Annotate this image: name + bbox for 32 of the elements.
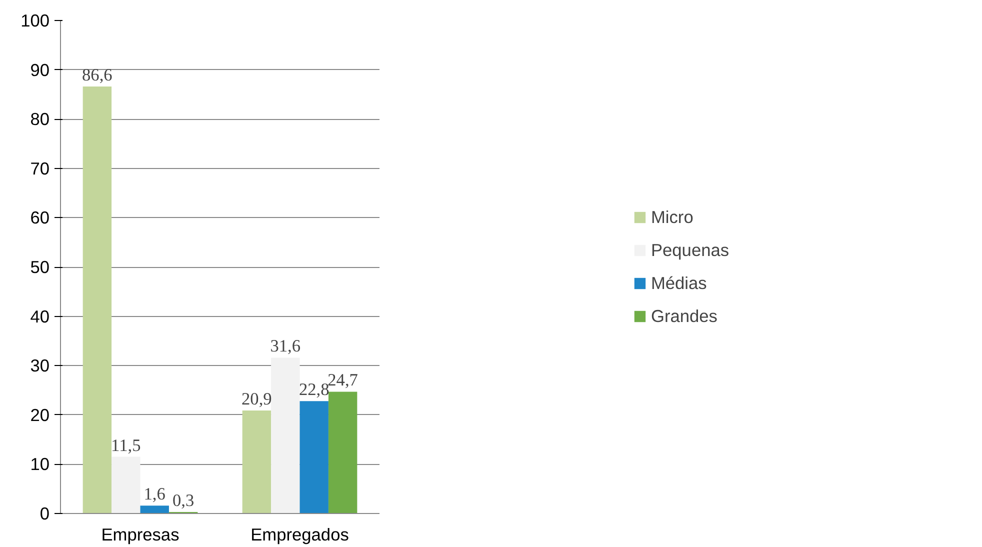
y-tick-label: 90 bbox=[30, 60, 50, 80]
legend-label: Pequenas bbox=[650, 240, 730, 260]
y-tick-label: 40 bbox=[30, 306, 50, 326]
y-tick-label: 10 bbox=[30, 454, 50, 474]
y-tick-label: 100 bbox=[20, 10, 50, 30]
y-tick-label: 60 bbox=[30, 208, 50, 228]
x-tick-label: Empresas bbox=[101, 524, 180, 544]
data-label: 20,9 bbox=[242, 389, 272, 408]
y-tick-label: 80 bbox=[30, 109, 50, 130]
x-tick-label: Empregados bbox=[250, 524, 350, 544]
bar bbox=[112, 456, 140, 514]
data-label: 24,7 bbox=[328, 370, 358, 390]
y-tick-label: 70 bbox=[30, 158, 50, 178]
legend-label: Grandes bbox=[650, 306, 718, 326]
y-tick-label: 0 bbox=[40, 504, 50, 524]
data-label: 0,3 bbox=[172, 491, 194, 510]
bar bbox=[300, 401, 328, 514]
y-tick-label: 50 bbox=[30, 257, 50, 277]
y-tick-label: 30 bbox=[30, 356, 50, 376]
bar bbox=[271, 358, 300, 514]
bar bbox=[242, 410, 272, 514]
bar bbox=[328, 392, 358, 514]
y-tick-label: 20 bbox=[30, 404, 50, 425]
data-label: 1,6 bbox=[144, 484, 166, 504]
legend-label: Micro bbox=[650, 206, 694, 228]
bar bbox=[140, 506, 169, 514]
data-label: 86,6 bbox=[82, 66, 113, 85]
data-label: 11,5 bbox=[111, 436, 141, 455]
data-label: 31,6 bbox=[270, 336, 301, 356]
legend-label: Médias bbox=[650, 272, 707, 294]
data-label: 22,8 bbox=[298, 380, 330, 400]
bar bbox=[82, 86, 112, 514]
